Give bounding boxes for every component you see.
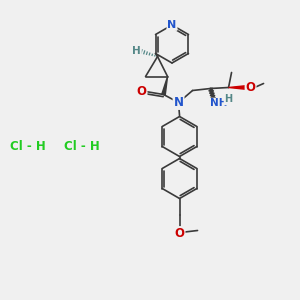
Text: O: O xyxy=(175,227,184,240)
Polygon shape xyxy=(162,76,167,95)
Text: O: O xyxy=(245,81,256,94)
Text: NH: NH xyxy=(210,98,227,109)
Polygon shape xyxy=(229,86,245,89)
Text: O: O xyxy=(136,85,146,98)
Text: Cl - H: Cl - H xyxy=(10,140,46,154)
Text: N: N xyxy=(167,20,177,30)
Text: Cl - H: Cl - H xyxy=(64,140,100,154)
Text: H: H xyxy=(224,94,232,104)
Text: N: N xyxy=(173,96,184,109)
Text: H: H xyxy=(132,46,141,56)
